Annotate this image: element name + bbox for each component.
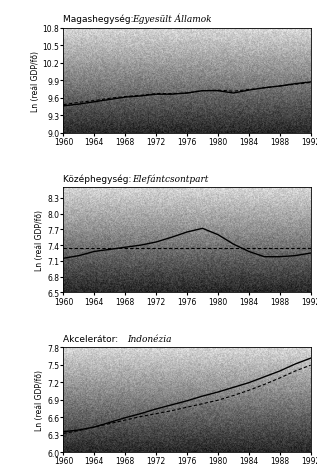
- Text: Indonézia: Indonézia: [127, 334, 172, 343]
- Text: Elefántcsontpart: Elefántcsontpart: [133, 174, 209, 184]
- Text: Akcelerátor:: Akcelerátor:: [63, 334, 121, 343]
- Y-axis label: Ln (reál GDP/fő): Ln (reál GDP/fő): [30, 50, 40, 111]
- Y-axis label: Ln (reál GDP/fő): Ln (reál GDP/fő): [35, 369, 44, 430]
- Text: Középhegység:: Középhegység:: [63, 174, 135, 184]
- Text: Magashegység:: Magashegység:: [63, 15, 137, 24]
- Text: Egyesült Államok: Egyesült Államok: [133, 14, 212, 24]
- Y-axis label: Ln (reál GDP/fő): Ln (reál GDP/fő): [35, 210, 44, 271]
